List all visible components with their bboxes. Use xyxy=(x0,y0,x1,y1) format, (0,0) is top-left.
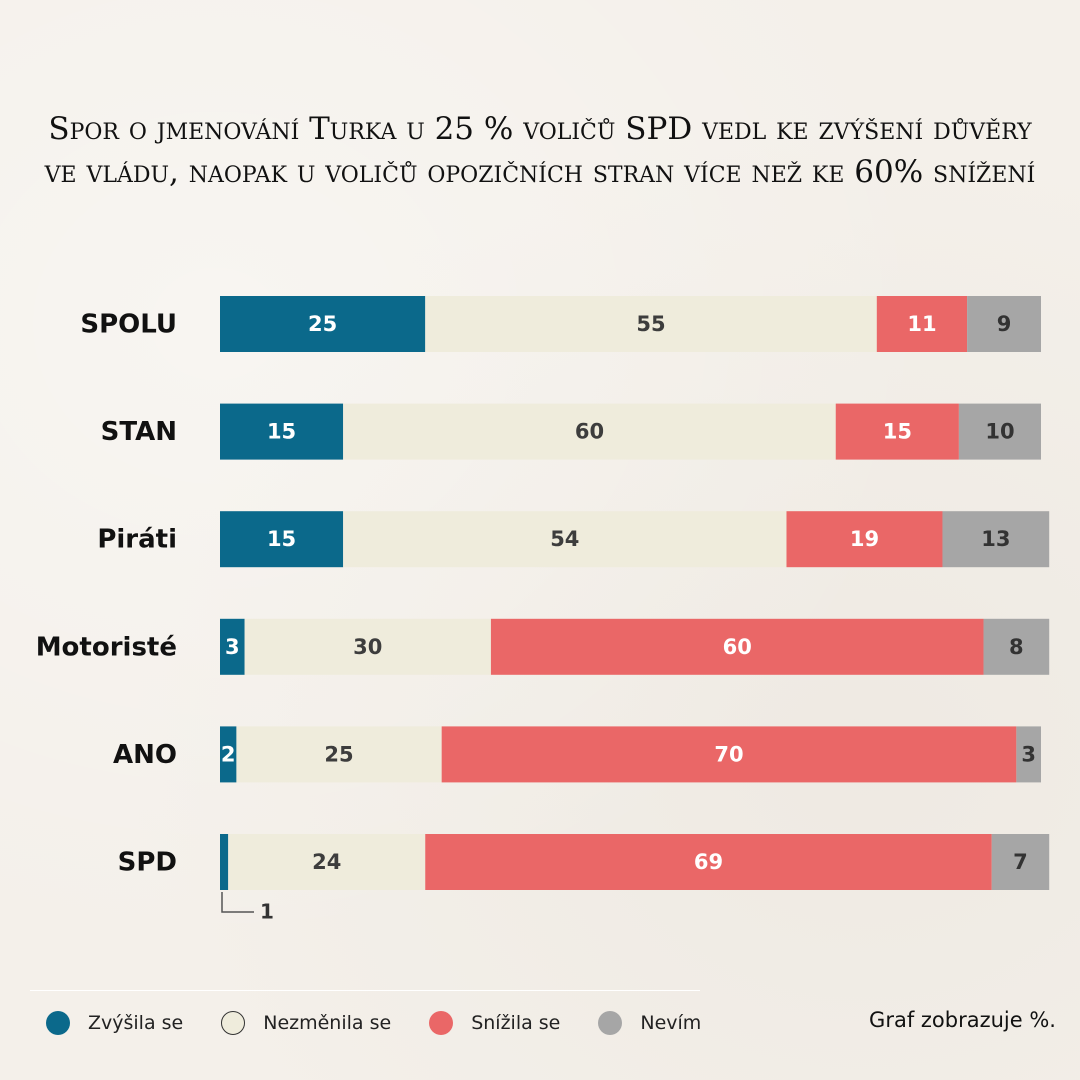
data-label: 3 xyxy=(1021,742,1036,766)
bar-segment xyxy=(1016,726,1041,783)
data-label: 7 xyxy=(1013,850,1028,874)
bar-segment xyxy=(441,726,1017,783)
data-label: 15 xyxy=(267,420,296,444)
data-label: 10 xyxy=(985,420,1014,444)
bar-segment xyxy=(983,618,1050,675)
legend: Zvýšila se Nezměnila se Snížila se Nevím xyxy=(46,1008,739,1038)
legend-swatch-icon xyxy=(46,1011,70,1035)
bar-segment xyxy=(991,834,1050,890)
data-label: 15 xyxy=(883,420,912,444)
legend-swatch-icon xyxy=(598,1011,623,1035)
annotation-leader-line xyxy=(221,892,254,913)
data-label: 60 xyxy=(575,420,604,444)
bar-segment xyxy=(343,511,787,568)
legend-item-snizila: Snížila se xyxy=(429,1011,560,1035)
data-label: 15 xyxy=(267,527,296,551)
legend-label: Nevím xyxy=(640,1012,702,1034)
bar-segment xyxy=(343,403,836,460)
bar-segment xyxy=(220,403,344,460)
bar-segment xyxy=(220,834,229,890)
data-label: 55 xyxy=(636,312,665,336)
bar-segment xyxy=(220,296,426,352)
legend-swatch-icon xyxy=(221,1011,246,1035)
data-label: 25 xyxy=(324,742,353,766)
bar-segment xyxy=(786,511,943,568)
bar-segment xyxy=(244,618,491,675)
legend-item-nezmenila: Nezměnila se xyxy=(221,1011,391,1035)
footnote: Graf zobrazuje %. xyxy=(869,1008,1056,1032)
bar-segment xyxy=(876,296,968,352)
bar-segment xyxy=(490,618,984,675)
data-label: 24 xyxy=(312,850,341,874)
legend-swatch-icon xyxy=(429,1011,454,1035)
legend-label: Zvýšila se xyxy=(88,1012,184,1034)
annotation-label: 1 xyxy=(260,900,274,924)
data-label: 8 xyxy=(1009,635,1024,659)
legend-label: Nezměnila se xyxy=(263,1012,392,1034)
category-label: ANO xyxy=(113,740,177,770)
bar-segment xyxy=(220,618,245,675)
data-label: 30 xyxy=(353,635,382,659)
chart-title: Spor o jmenování Turka u 25 % voličů SPD… xyxy=(44,111,1036,190)
legend-item-nevim: Nevím xyxy=(598,1011,701,1035)
data-label: 13 xyxy=(981,527,1010,551)
data-label: 11 xyxy=(907,312,936,336)
data-label: 70 xyxy=(714,742,743,766)
data-label: 9 xyxy=(997,312,1012,336)
data-label: 2 xyxy=(221,742,236,766)
bar-segment xyxy=(236,726,442,783)
category-label: SPOLU xyxy=(80,310,177,340)
data-label: 19 xyxy=(850,527,879,551)
bar-segment xyxy=(425,296,877,352)
legend-divider xyxy=(30,990,700,991)
bar-segment xyxy=(967,296,1041,352)
bar-segment xyxy=(425,834,992,890)
bar-segment xyxy=(228,834,426,890)
category-label: Motoristé xyxy=(36,632,177,662)
bar-segment xyxy=(942,511,1050,568)
bar-segment xyxy=(835,403,959,460)
data-label: 69 xyxy=(694,850,723,874)
category-label: STAN xyxy=(101,417,177,447)
data-label: 25 xyxy=(308,312,337,336)
category-label: SPD xyxy=(118,848,177,878)
legend-label: Snížila se xyxy=(471,1012,561,1034)
data-label: 3 xyxy=(225,635,240,659)
category-label: Piráti xyxy=(97,525,177,555)
data-label: 54 xyxy=(550,527,579,551)
bar-segment xyxy=(220,511,344,568)
legend-item-zvysila: Zvýšila se xyxy=(46,1011,183,1035)
data-label: 60 xyxy=(723,635,752,659)
bar-segment xyxy=(220,726,237,783)
bar-segment xyxy=(958,403,1041,460)
